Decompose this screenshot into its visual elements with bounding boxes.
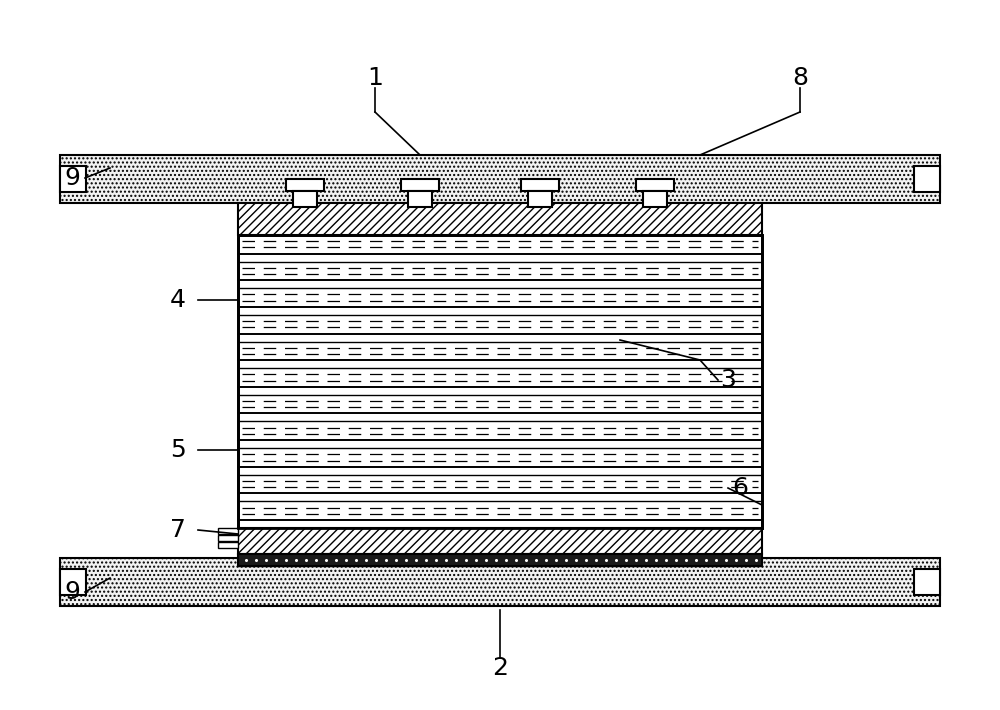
Bar — [238, 528, 762, 554]
Bar — [218, 542, 238, 548]
Bar — [528, 191, 552, 207]
Bar — [914, 569, 940, 595]
Text: 5: 5 — [170, 438, 186, 462]
Text: 4: 4 — [170, 288, 186, 312]
Text: 1: 1 — [367, 66, 383, 90]
Bar — [238, 235, 762, 528]
Text: 6: 6 — [732, 476, 748, 500]
Bar — [238, 203, 762, 235]
Text: 9: 9 — [64, 580, 80, 604]
Text: 3: 3 — [720, 368, 736, 392]
Bar — [60, 569, 86, 595]
Bar — [286, 179, 324, 191]
Bar — [238, 235, 762, 528]
Bar — [643, 191, 667, 207]
Bar — [218, 528, 238, 534]
Bar — [60, 558, 940, 606]
Bar — [218, 535, 238, 541]
Bar — [521, 179, 559, 191]
Bar — [914, 166, 940, 192]
Bar — [408, 191, 432, 207]
Bar — [293, 191, 317, 207]
Text: 9: 9 — [64, 166, 80, 190]
Bar — [60, 155, 940, 203]
Bar — [401, 179, 439, 191]
Bar — [636, 179, 674, 191]
Text: 7: 7 — [170, 518, 186, 542]
Text: 8: 8 — [792, 66, 808, 90]
Text: 2: 2 — [492, 656, 508, 680]
Bar — [238, 554, 762, 566]
Bar — [60, 166, 86, 192]
